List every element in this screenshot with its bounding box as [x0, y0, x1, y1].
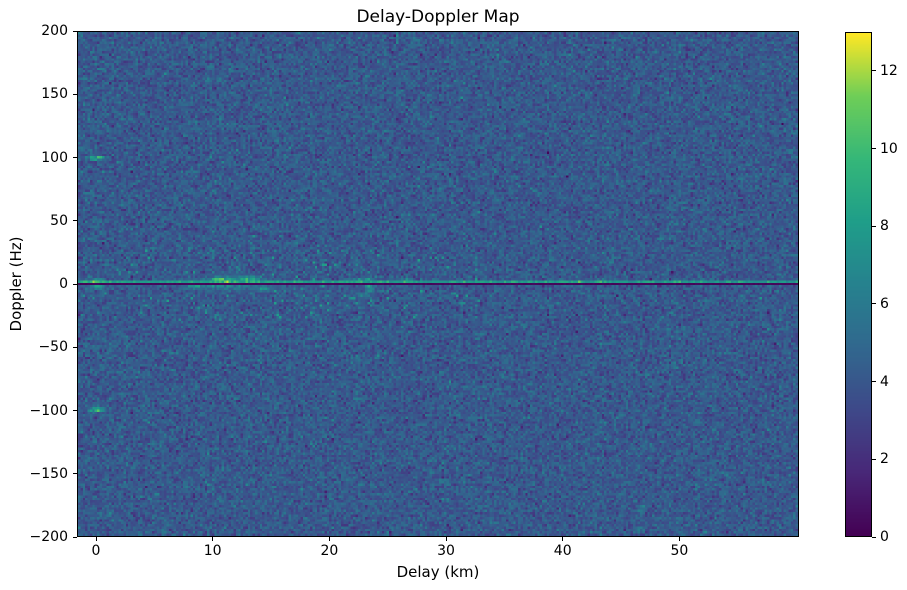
x-tick-mark [445, 537, 447, 541]
colorbar-tick-label: 0 [880, 529, 889, 545]
colorbar-tick-mark [872, 225, 876, 227]
y-tick-mark [73, 157, 77, 158]
x-tick-label: 50 [670, 543, 689, 559]
x-tick-label: 0 [91, 543, 101, 559]
y-tick-mark [73, 220, 77, 222]
delay-doppler-heatmap [78, 32, 798, 536]
y-tick-mark [73, 536, 77, 538]
x-tick-label: 30 [437, 543, 455, 559]
y-tick-label: −200 [29, 529, 68, 545]
x-tick-mark [562, 537, 564, 541]
y-tick-mark [73, 346, 77, 348]
colorbar-tick-mark [872, 148, 876, 150]
colorbar-tick-mark [872, 458, 876, 460]
colorbar-tick-label: 12 [880, 62, 898, 79]
y-tick-mark [73, 283, 77, 285]
colorbar-tick-mark [872, 303, 876, 305]
x-tick-mark [678, 537, 680, 541]
x-tick-mark [328, 537, 330, 541]
colorbar [845, 32, 872, 537]
x-axis-label: Delay (km) [396, 563, 480, 581]
colorbar-gradient [846, 33, 871, 536]
y-tick-label: −50 [38, 339, 68, 356]
x-tick-mark [95, 537, 97, 541]
x-tick-mark [212, 537, 214, 541]
colorbar-tick-label: 8 [880, 218, 889, 235]
y-tick-label: −100 [29, 402, 68, 419]
y-tick-label: 150 [41, 86, 68, 103]
plot-area [77, 31, 799, 537]
colorbar-tick-label: 6 [880, 295, 889, 312]
y-tick-mark [73, 473, 77, 475]
y-tick-label: 100 [41, 149, 68, 166]
x-tick-label: 10 [203, 543, 222, 559]
colorbar-tick-label: 10 [880, 140, 898, 157]
colorbar-tick-mark [872, 536, 876, 538]
colorbar-tick-mark [872, 381, 876, 383]
y-tick-label: 50 [50, 212, 68, 229]
y-tick-label: 200 [41, 23, 68, 39]
y-tick-mark [73, 30, 77, 32]
y-tick-mark [73, 410, 77, 411]
x-tick-label: 40 [553, 543, 572, 559]
colorbar-tick-label: 2 [880, 451, 889, 468]
x-tick-label: 20 [320, 543, 339, 559]
y-tick-mark [73, 93, 77, 95]
y-tick-label: 0 [59, 276, 68, 292]
chart-title: Delay-Doppler Map [356, 7, 520, 27]
colorbar-tick-mark [872, 70, 876, 72]
y-tick-label: −150 [29, 465, 68, 482]
colorbar-tick-label: 4 [880, 373, 889, 390]
